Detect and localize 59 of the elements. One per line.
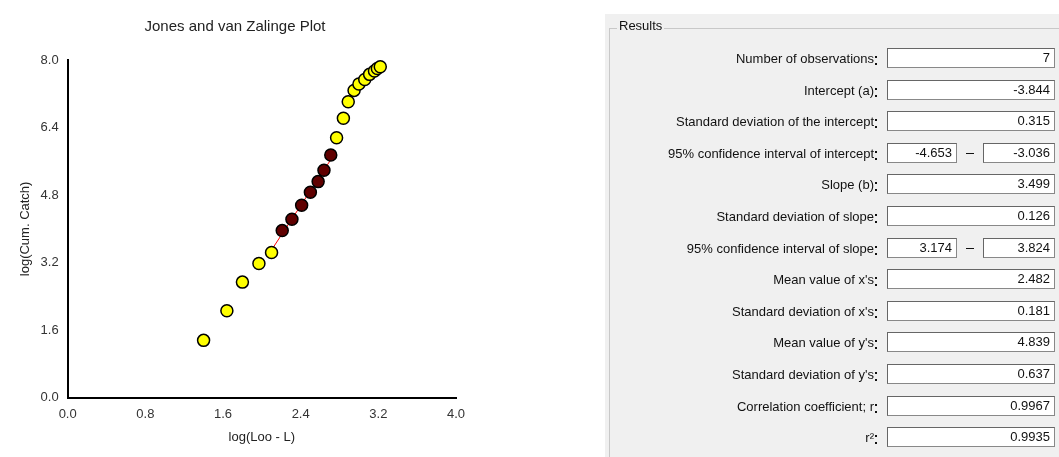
point (285, 212, 299, 226)
x-tick-label: 1.6 (213, 406, 233, 422)
text: -3.844 (1013, 81, 1050, 97)
y-axis-title: log(Cum. Catch) (17, 181, 33, 277)
point (252, 256, 266, 271)
y-tick-label: 6.4 (40, 119, 59, 135)
category-label: r² (865, 430, 874, 446)
point (275, 223, 289, 238)
text: Results (617, 18, 665, 33)
point (311, 174, 325, 189)
y-tick-label: 1.6 (40, 321, 59, 337)
point (235, 275, 250, 289)
point (336, 111, 351, 126)
category-label: Mean value of y's (773, 335, 874, 351)
text: 0.181 (1017, 302, 1050, 318)
x-tick-label: 4.0 (446, 406, 466, 422)
point (329, 130, 344, 145)
y-tick-label: 4.8 (40, 186, 59, 202)
category-label: Mean value of x's (773, 272, 874, 288)
text: 0.315 (1017, 113, 1050, 129)
x-tick-label: 2.4 (291, 406, 310, 422)
point (317, 163, 331, 177)
text: 0.637 (1017, 366, 1050, 381)
text: 7 (1042, 50, 1050, 65)
text: 4.839 (1017, 334, 1050, 350)
text: -3.036 (1013, 144, 1050, 160)
category-label: Standard deviation of the intercept (675, 114, 874, 130)
category-label: Slope (b) (821, 177, 874, 193)
point (341, 95, 355, 109)
x-tick-label: 0.0 (58, 406, 77, 422)
category-label: Standard deviation of x's (732, 303, 874, 319)
y-tick-label: 8.0 (40, 51, 59, 67)
text: -4.653 (915, 144, 952, 160)
x-axis-title: log(Loo - L) (228, 428, 296, 444)
chart-title: Jones and van Zalinge Plot (144, 17, 327, 35)
category-label: Standard deviation of y's (732, 367, 874, 382)
category-label: Standard deviation of slope (716, 209, 874, 224)
point (303, 185, 318, 199)
point (220, 304, 234, 318)
text: 3.499 (1017, 176, 1050, 192)
category-label: 95% confidence interval of intercept (668, 145, 874, 161)
y-tick-label: 3.2 (40, 254, 59, 270)
text: 0.9967 (1010, 397, 1050, 413)
x-tick-label: 0.8 (136, 406, 155, 422)
point (294, 198, 309, 212)
point (264, 245, 279, 260)
text: 2.482 (1017, 271, 1050, 287)
text: 3.174 (919, 239, 952, 255)
category-label: 95% confidence interval of slope (686, 240, 874, 256)
x-tick-label: 3.2 (369, 406, 388, 422)
category-label: Number of observations (735, 51, 874, 66)
point (324, 148, 338, 162)
category-label: Correlation coefficient; r (736, 398, 874, 414)
y-tick-label: 0.0 (40, 389, 59, 405)
text: 3.824 (1017, 239, 1050, 255)
category-label: Intercept (a) (803, 82, 874, 98)
point (196, 333, 211, 348)
text: 0.126 (1017, 208, 1050, 223)
text: 0.9935 (1010, 429, 1050, 445)
